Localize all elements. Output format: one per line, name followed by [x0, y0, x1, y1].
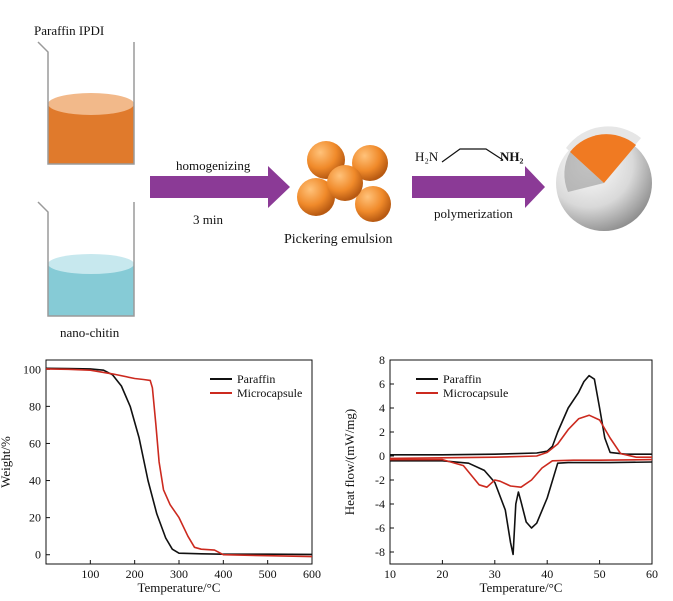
y-tick-label: 20: [29, 511, 41, 525]
series-line-microcapsule: [45, 368, 313, 558]
x-tick-label: 10: [384, 567, 396, 581]
x-tick-label: 500: [259, 567, 277, 581]
pickering-emulsion-label: Pickering emulsion: [284, 232, 393, 247]
paraffin-beaker: [37, 41, 135, 165]
x-tick-label: 40: [541, 567, 553, 581]
synthesis-scheme: [37, 41, 652, 317]
dsc-chart: 10 20 30 40 50 60 -8 -6 -4 -2 0 2 4 6 8 Temperature/°C H…: [342, 353, 658, 595]
y-axis-label: Weight/%: [0, 436, 13, 488]
y-tick-label: 0: [35, 548, 41, 562]
series-line-microcapsule: [389, 414, 652, 460]
time-label: 3 min: [193, 212, 223, 227]
y-tick-label: 60: [29, 436, 41, 450]
amine-left-label: H₂N: [415, 149, 439, 164]
x-tick-label: 50: [594, 567, 606, 581]
y-tick-label: 8: [379, 353, 385, 367]
y-tick-label: 4: [379, 401, 385, 415]
x-tick-label: 20: [436, 567, 448, 581]
y-tick-label: -6: [375, 521, 385, 535]
x-tick-label: 200: [126, 567, 144, 581]
y-tick-label: 2: [379, 425, 385, 439]
x-tick-label: 60: [646, 567, 658, 581]
ethylenediamine-bonds: [441, 148, 504, 163]
homogenizing-label: homogenizing: [176, 158, 251, 173]
paraffin-ipdi-label: Paraffin IPDI: [34, 23, 105, 38]
y-tick-label: 6: [379, 377, 385, 391]
y-tick-label: 80: [29, 399, 41, 413]
y-tick-label: 100: [23, 362, 41, 376]
series-line-paraffin: [45, 367, 313, 556]
x-tick-label: 400: [214, 567, 232, 581]
x-tick-label: 600: [303, 567, 321, 581]
emulsion-droplets: [297, 141, 391, 222]
series-line-paraffin: [390, 374, 652, 456]
amine-right-label: NH₂: [500, 149, 524, 164]
legend-label: Microcapsule: [443, 386, 508, 400]
x-tick-label: 300: [170, 567, 188, 581]
polymerization-label: polymerization: [434, 206, 513, 221]
legend-label: Paraffin: [237, 372, 275, 386]
y-axis-label: Heat flow/(mW/mg): [342, 409, 357, 516]
y-tick-label: -8: [375, 545, 385, 559]
nano-chitin-label: nano-chitin: [60, 325, 120, 340]
series-line-microcapsule: [390, 458, 653, 488]
x-axis-label: Temperature/°C: [138, 580, 221, 595]
legend-label: Microcapsule: [237, 386, 302, 400]
tga-chart: 100 200 300 400 500 600 0 20 40 60 80 100 Temperatur…: [0, 359, 321, 595]
y-tick-label: -2: [375, 473, 385, 487]
series-line-paraffin: [390, 460, 653, 556]
y-tick-label: 40: [29, 474, 41, 488]
y-tick-label: 0: [379, 449, 385, 463]
x-tick-label: 100: [81, 567, 99, 581]
polymerization-arrow: [412, 166, 545, 208]
y-tick-label: -4: [375, 497, 385, 511]
x-tick-label: 30: [489, 567, 501, 581]
x-axis-label: Temperature/°C: [480, 580, 563, 595]
chitin-beaker: [37, 201, 135, 317]
legend-label: Paraffin: [443, 372, 481, 386]
homogenizing-arrow: [150, 166, 290, 208]
microcapsule-illustration: [556, 126, 652, 231]
